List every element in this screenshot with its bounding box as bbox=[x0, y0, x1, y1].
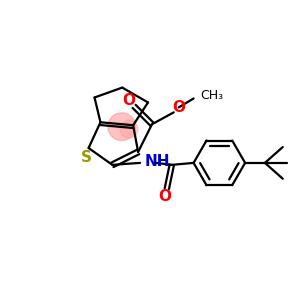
Text: O: O bbox=[123, 93, 136, 108]
Text: CH₃: CH₃ bbox=[200, 89, 224, 102]
Circle shape bbox=[108, 113, 136, 141]
Circle shape bbox=[120, 120, 138, 138]
Text: O: O bbox=[158, 189, 171, 204]
Text: NH: NH bbox=[145, 154, 170, 169]
Text: S: S bbox=[81, 150, 92, 165]
Text: O: O bbox=[172, 100, 185, 115]
